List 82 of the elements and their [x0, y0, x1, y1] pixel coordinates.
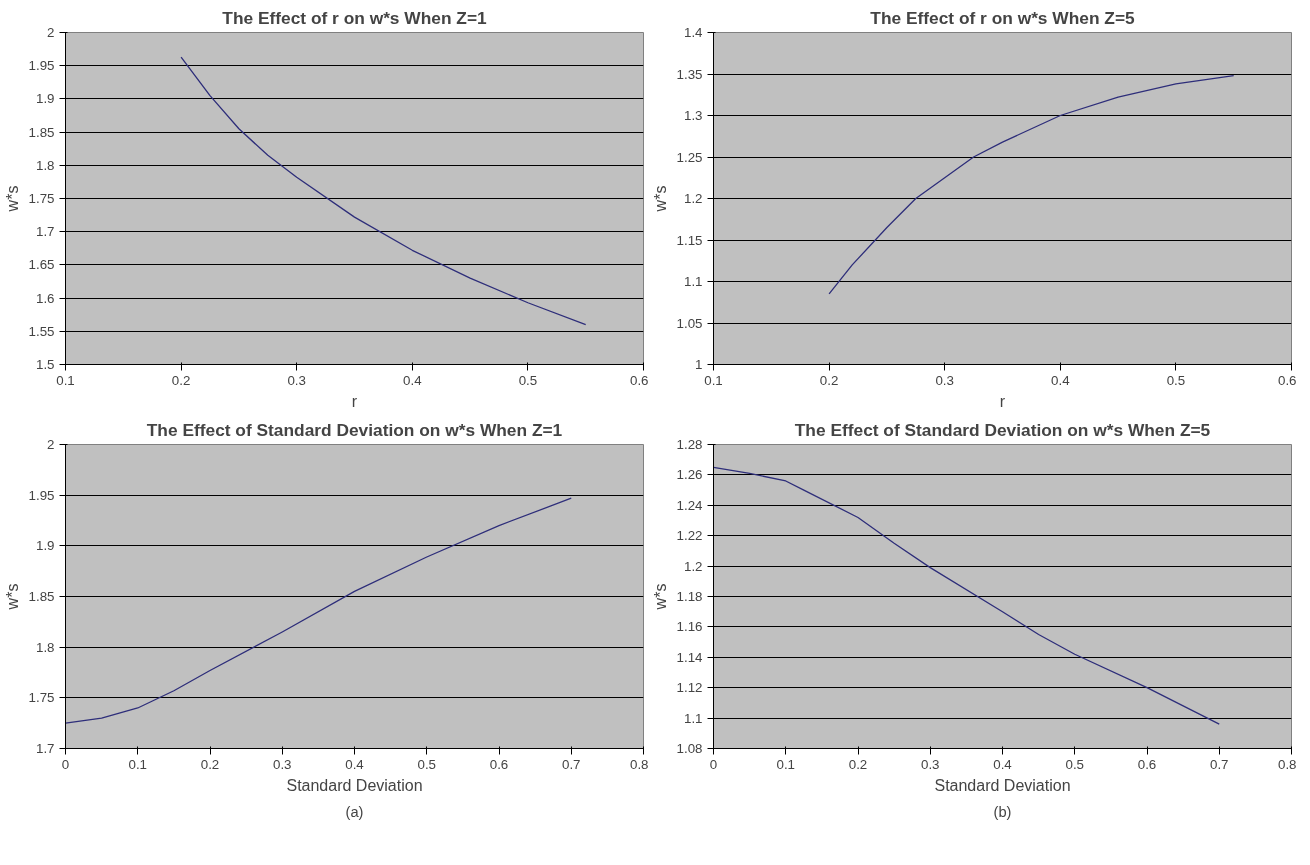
x-tick-label: 0.3	[920, 756, 940, 772]
y-axis-title: w*s	[651, 185, 669, 213]
y-tick-label: 1.18	[676, 589, 703, 604]
chart-title: The Effect of Standard Deviation on w*s When Z=1	[146, 419, 563, 440]
y-tick-label: 1.2	[683, 191, 703, 206]
y-tick-label: 1.24	[676, 497, 704, 513]
y-tick-label: 1.1	[683, 710, 703, 726]
y-tick-label: 1.28	[676, 437, 703, 452]
y-tick-label: 1.15	[676, 232, 703, 248]
y-tick-label: 1.4	[683, 25, 704, 40]
chart-title: The Effect of Standard Deviation on w*s When Z=5	[794, 419, 1211, 440]
chart-title: The Effect of r on w*s When Z=5	[870, 7, 1135, 28]
x-tick-label: 0	[709, 756, 718, 772]
y-tick-label: 1.75	[28, 191, 55, 206]
x-tick-label: 0.5	[417, 756, 437, 772]
y-tick-label: 1.05	[676, 315, 703, 331]
y-tick-label: 1.95	[28, 58, 55, 74]
chart-title: The Effect of r on w*s When Z=1	[222, 7, 487, 28]
x-tick-label: 0.7	[1209, 756, 1229, 772]
x-tick-label: 0.7	[561, 756, 581, 772]
x-tick-label: 0.4	[345, 756, 365, 772]
y-axis-title: w*s	[3, 185, 21, 213]
x-tick-label: 0.5	[1065, 756, 1085, 772]
y-tick-label: 1.9	[35, 91, 55, 107]
x-tick-label: 0.6	[1137, 756, 1157, 772]
x-axis-title: r	[999, 392, 1006, 410]
y-tick-label: 1.65	[28, 257, 55, 273]
y-tick-label: 1.5	[35, 357, 55, 372]
y-tick-label: 2	[47, 25, 55, 40]
x-tick-label: 0.2	[200, 756, 220, 772]
x-tick-label: 0.5	[1166, 372, 1186, 388]
x-axis-title: Standard Deviation	[934, 776, 1071, 794]
x-tick-label: 0.5	[518, 372, 538, 388]
y-tick-label: 1.85	[28, 124, 55, 140]
y-tick-label: 1	[695, 357, 703, 372]
y-tick-label: 1.95	[28, 487, 55, 503]
x-tick-label: 0.6	[489, 756, 509, 772]
text: (a)	[345, 803, 364, 820]
y-tick-label: 1.26	[676, 467, 703, 483]
y-tick-label: 1.8	[35, 639, 55, 655]
y-tick-label: 1.08	[676, 741, 703, 756]
y-tick-label: 1.16	[676, 619, 703, 635]
y-tick-label: 1.55	[28, 323, 55, 339]
x-tick-label: 0.3	[272, 756, 292, 772]
y-tick-label: 1.12	[676, 680, 703, 696]
y-axis-title: w*s	[3, 583, 21, 611]
y-tick-label: 1.25	[676, 149, 703, 165]
x-axis-title: r	[351, 392, 358, 410]
x-tick-label: 0.8	[1277, 756, 1297, 772]
x-tick-label: 0.3	[287, 372, 306, 388]
y-tick-label: 2	[47, 437, 55, 452]
x-tick-label: 0.2	[819, 372, 839, 388]
x-tick-label: 0.1	[56, 372, 75, 388]
y-tick-label: 1.75	[28, 690, 55, 706]
y-tick-label: 1.14	[676, 649, 704, 665]
x-tick-label: 0.4	[403, 372, 423, 388]
y-tick-label: 1.7	[35, 224, 55, 240]
x-tick-label: 0.6	[629, 372, 649, 388]
y-tick-label: 1.35	[676, 66, 703, 82]
y-tick-label: 1.6	[35, 290, 55, 306]
y-tick-label: 1.85	[28, 589, 55, 604]
y-tick-label: 1.22	[676, 528, 703, 544]
y-tick-label: 1.3	[683, 108, 703, 123]
y-tick-label: 1.1	[683, 274, 703, 289]
x-tick-label: 0.3	[935, 372, 954, 388]
y-tick-label: 1.8	[35, 157, 55, 173]
y-tick-label: 1.7	[35, 741, 55, 756]
x-axis-title: Standard Deviation	[286, 776, 423, 794]
x-tick-label: 0.2	[171, 372, 191, 388]
y-axis-title: w*s	[651, 583, 669, 611]
text: (b)	[993, 803, 1012, 820]
x-tick-label: 0.4	[993, 756, 1013, 772]
y-tick-label: 1.2	[683, 558, 703, 574]
x-tick-label: 0.1	[128, 756, 148, 772]
x-tick-label: 0.6	[1277, 372, 1297, 388]
x-tick-label: 0	[61, 756, 70, 772]
x-tick-label: 0.8	[629, 756, 649, 772]
x-tick-label: 0.4	[1051, 372, 1071, 388]
x-tick-label: 0.2	[848, 756, 868, 772]
y-tick-label: 1.9	[35, 538, 55, 554]
x-tick-label: 0.1	[776, 756, 796, 772]
x-tick-label: 0.1	[704, 372, 723, 388]
